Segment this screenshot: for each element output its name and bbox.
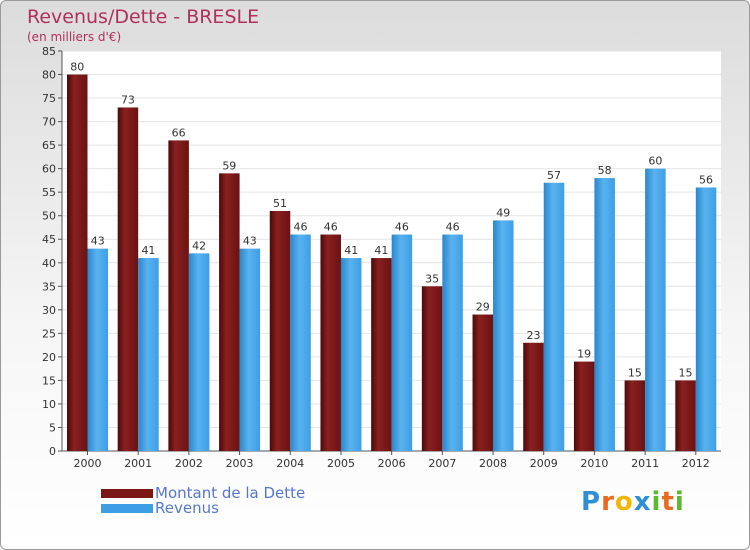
bar-revenus [87,248,108,451]
bar-dette [219,173,240,451]
proxiti-logo: Proxiti [581,487,685,517]
chart-title: Revenus/Dette - BRESLE [27,6,260,28]
bar-revenus [493,220,514,451]
y-tick-label: 5 [49,421,56,434]
y-tick-label: 15 [42,374,56,387]
data-label: 41 [141,244,155,257]
data-label: 29 [476,301,490,314]
bar-revenus [645,168,666,451]
y-tick-label: 65 [42,139,56,152]
y-tick-label: 45 [42,233,56,246]
bar-revenus [442,234,463,451]
data-label: 35 [425,272,439,285]
y-tick-label: 10 [42,398,56,411]
y-tick-label: 60 [42,163,56,176]
data-label: 46 [446,221,460,234]
bar-dette [421,286,443,451]
data-label: 46 [294,221,308,234]
data-label: 41 [374,244,388,257]
x-tick-label: 2008 [479,457,507,470]
bar-revenus [138,258,159,451]
logo-letter: r [601,487,615,517]
x-tick-label: 2009 [530,457,558,470]
x-tick-label: 2003 [226,457,254,470]
x-tick-label: 2000 [74,457,102,470]
data-label: 66 [172,126,186,139]
chart-subtitle: (en milliers d'€) [27,30,122,44]
bar-revenus [695,187,717,451]
y-tick-label: 30 [42,304,56,317]
data-label: 46 [324,221,338,234]
data-label: 60 [648,155,662,168]
y-tick-label: 75 [42,92,56,105]
bar-revenus [340,258,362,451]
bar-dette [675,380,696,451]
x-tick-label: 2005 [327,457,355,470]
data-label: 73 [121,93,135,106]
bar-revenus [188,253,210,451]
data-label: 59 [222,159,236,172]
bar-revenus [290,234,311,451]
data-label: 23 [526,329,540,342]
data-label: 80 [70,61,84,74]
bar-revenus [239,248,261,451]
logo-letter: o [614,487,634,517]
y-tick-label: 20 [42,351,56,364]
bar-dette [320,234,341,451]
data-label: 15 [628,366,642,379]
x-tick-label: 2007 [428,457,456,470]
logo-letter: i [674,487,685,517]
data-label: 43 [243,235,257,248]
bar-dette [523,342,544,451]
bar-dette [371,258,392,451]
data-label: 19 [577,348,591,361]
logo-letter: i [651,487,662,517]
x-tick-label: 2002 [175,457,203,470]
y-tick-label: 55 [42,186,56,199]
data-label: 46 [395,221,409,234]
data-label: 43 [91,235,105,248]
y-tick-label: 80 [42,69,56,82]
y-tick-label: 70 [42,116,56,129]
bar-revenus [543,182,565,451]
bar-dette [269,211,291,451]
legend-swatch-revenus [101,504,153,513]
data-label: 42 [192,239,206,252]
data-label: 57 [547,169,561,182]
legend-label-revenus: Revenus [155,499,219,517]
legend-swatch-dette [101,489,153,498]
legend-label-dette: Montant de la Dette [155,484,306,502]
data-label: 56 [699,173,713,186]
x-tick-label: 2001 [124,457,152,470]
bar-dette [168,140,189,452]
bar-dette [67,74,88,451]
bar-dette [472,314,494,451]
y-tick-label: 25 [42,327,56,340]
data-label: 51 [273,197,287,210]
data-label: 49 [496,206,510,219]
logo-letter: P [581,487,602,517]
x-tick-label: 2010 [580,457,608,470]
data-label: 58 [598,164,612,177]
y-tick-label: 50 [42,210,56,223]
y-tick-label: 35 [42,280,56,293]
bar-revenus [594,178,615,451]
y-tick-label: 85 [42,45,56,58]
data-label: 41 [344,244,358,257]
x-tick-label: 2004 [276,457,304,470]
logo-letter: x [633,487,652,517]
bar-revenus [391,234,413,451]
bar-dette [117,107,139,452]
logo-letter: t [661,487,675,517]
data-label: 15 [679,366,693,379]
x-tick-label: 2011 [631,457,659,470]
x-tick-label: 2012 [682,457,710,470]
y-tick-label: 0 [49,445,56,458]
y-tick-label: 40 [42,257,56,270]
bar-dette [624,380,646,451]
x-tick-label: 2006 [378,457,406,470]
bar-dette [573,361,595,451]
